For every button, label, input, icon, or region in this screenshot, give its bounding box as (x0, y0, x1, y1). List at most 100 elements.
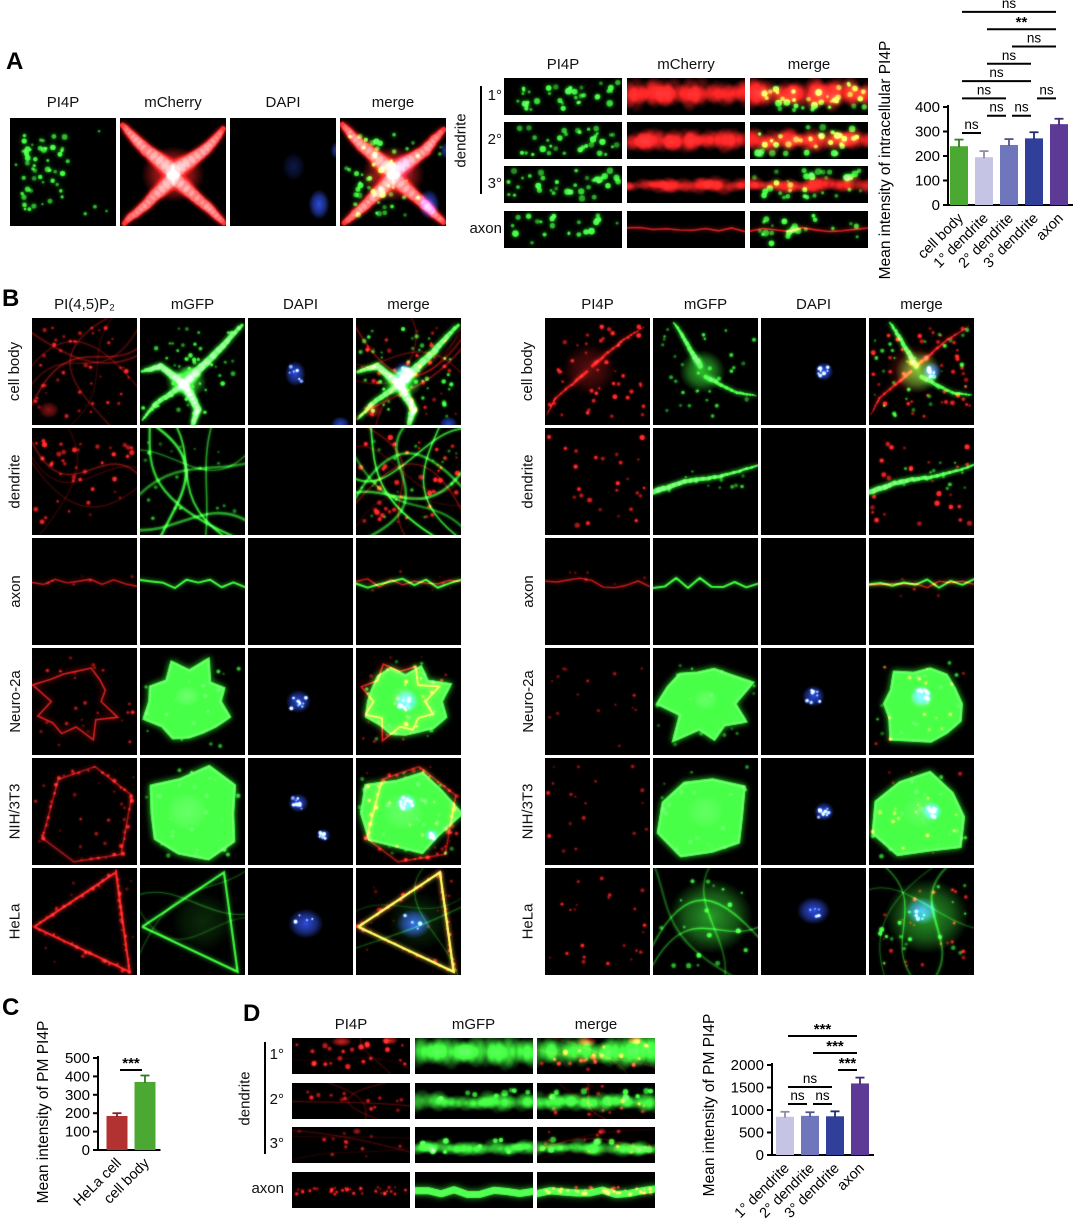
b-right-row-label-neuro-2a: Neuro-2a (519, 670, 537, 733)
a-dendrite-group-label: dendrite (452, 112, 470, 168)
a-strip-row-label-axon: axon (469, 220, 502, 237)
b-left-row-label-dendrite: dendrite (6, 454, 24, 509)
svg-text:**: ** (1016, 14, 1028, 31)
micrograph-a-strip-axon-merge (750, 211, 868, 248)
b-left-row-label-hela: HeLa (6, 903, 24, 940)
panel-c-label: C (2, 994, 20, 1021)
svg-text:ns: ns (1027, 31, 1042, 46)
b-left-header-pi45p2: PI(4,5)P₂ (54, 296, 115, 313)
micrograph-d-strip-1-mgfp (415, 1038, 533, 1074)
micrograph-b-left-hela-mgfp (140, 868, 245, 975)
micrograph-b-left-axon-pi-4-5-p (32, 538, 137, 645)
micrograph-b-right-nih-3t3-merge (869, 758, 974, 865)
micrograph-d-strip-1-merge (537, 1038, 655, 1074)
svg-text:500: 500 (65, 1050, 90, 1067)
micrograph-d-strip-axon-mgfp (415, 1172, 533, 1208)
micrograph-a-cell-dapi (230, 118, 336, 226)
micrograph-b-left-cell-body-pi-4-5-p (32, 318, 137, 425)
b-left-row-label-axon: axon (6, 575, 24, 608)
micrograph-b-right-axon-dapi (761, 538, 866, 645)
micrograph-a-cell-merge (340, 118, 446, 226)
svg-text:200: 200 (65, 1105, 90, 1122)
svg-text:ns: ns (977, 82, 992, 97)
b-left-header-merge: merge (387, 296, 430, 313)
micrograph-b-right-dendrite-pi4p (545, 428, 650, 535)
panel-a-label: A (6, 48, 24, 75)
d-strip-row-label-2: 2° (269, 1091, 284, 1108)
micrograph-b-right-hela-dapi (761, 868, 866, 975)
b-right-row-label-dendrite: dendrite (519, 454, 537, 509)
d-strip-row-label-3: 3° (269, 1135, 284, 1152)
d-dendrite-group-label: dendrite (236, 1070, 254, 1126)
svg-text:400: 400 (915, 99, 940, 116)
bar-chart-pm-pi4p-hela-ylabel: Mean intensity of PM PI4P (35, 1021, 52, 1204)
bar-chart-intracellular-pi4p-ylabel: Mean intensity of intracellular PI4P (877, 41, 894, 280)
micrograph-b-right-hela-mgfp (653, 868, 758, 975)
micrograph-d-strip-3-merge (537, 1127, 655, 1163)
micrograph-d-strip-2-mgfp (415, 1083, 533, 1119)
d-strip-row-label-axon: axon (251, 1180, 284, 1197)
panel-b-label: B (2, 285, 20, 312)
a-strip-header-pi4p: PI4P (546, 56, 580, 73)
micrograph-d-strip-3-pi4p (292, 1127, 410, 1163)
b-right-header-pi4p: PI4P (581, 296, 614, 313)
svg-text:ns: ns (989, 65, 1004, 80)
a-strip-header-merge: merge (787, 56, 831, 73)
micrograph-b-right-dendrite-mgfp (653, 428, 758, 535)
d-strip-row-label-1: 1° (269, 1046, 284, 1063)
micrograph-b-right-neuro-2a-pi4p (545, 648, 650, 755)
micrograph-b-right-nih-3t3-mgfp (653, 758, 758, 865)
micrograph-d-strip-3-mgfp (415, 1127, 533, 1163)
svg-text:axon: axon (834, 1161, 868, 1195)
svg-text:ns: ns (790, 1088, 805, 1103)
micrograph-a-strip-2-pi4p (504, 122, 622, 159)
micrograph-b-left-dendrite-pi-4-5-p (32, 428, 137, 535)
micrograph-d-strip-2-merge (537, 1083, 655, 1119)
svg-text:0: 0 (82, 1142, 90, 1159)
micrograph-b-right-neuro-2a-dapi (761, 648, 866, 755)
micrograph-b-left-nih-3t3-mgfp (140, 758, 245, 865)
micrograph-a-strip-2-merge (750, 122, 868, 159)
micrograph-b-right-nih-3t3-dapi (761, 758, 866, 865)
micrograph-b-left-neuro-2a-dapi (248, 648, 353, 755)
svg-text:ns: ns (1002, 0, 1017, 11)
svg-text:0: 0 (932, 197, 940, 214)
a-dendrite-bracket (480, 86, 482, 194)
svg-text:***: *** (814, 1021, 832, 1038)
b-left-row-label-cell-body: cell body (6, 341, 24, 402)
a-col-header-dapi: DAPI (265, 94, 301, 111)
micrograph-b-right-axon-merge (869, 538, 974, 645)
micrograph-a-strip-3-mcherry (627, 166, 745, 203)
micrograph-b-right-dendrite-dapi (761, 428, 866, 535)
micrograph-a-cell-mcherry (120, 118, 226, 226)
a-col-header-merge: merge (371, 94, 415, 111)
micrograph-b-left-axon-mgfp (140, 538, 245, 645)
micrograph-b-left-hela-pi-4-5-p (32, 868, 137, 975)
micrograph-b-right-dendrite-merge (869, 428, 974, 535)
bar-chart-pm-pi4p-dendrite-ylabel: Mean intensity of PM PI4P (701, 1014, 718, 1197)
d-dendrite-bracket (264, 1042, 266, 1154)
micrograph-b-right-neuro-2a-mgfp (653, 648, 758, 755)
micrograph-b-right-hela-pi4p (545, 868, 650, 975)
micrograph-b-right-cell-body-mgfp (653, 318, 758, 425)
b-left-row-label-neuro-2a: Neuro-2a (6, 670, 24, 733)
svg-text:***: *** (122, 1055, 140, 1072)
b-left-header-dapi: DAPI (282, 296, 318, 313)
micrograph-b-left-neuro-2a-pi-4-5-p (32, 648, 137, 755)
d-strip-header-merge: merge (574, 1016, 618, 1033)
b-right-row-label-nih-3t3: NIH/3T3 (519, 783, 537, 840)
micrograph-b-left-cell-body-mgfp (140, 318, 245, 425)
micrograph-b-left-neuro-2a-mgfp (140, 648, 245, 755)
micrograph-d-strip-1-pi4p (292, 1038, 410, 1074)
micrograph-b-right-hela-merge (869, 868, 974, 975)
svg-text:ns: ns (803, 1071, 818, 1086)
micrograph-b-left-nih-3t3-pi-4-5-p (32, 758, 137, 865)
svg-text:ns: ns (964, 117, 979, 132)
b-right-row-label-cell-body: cell body (519, 341, 537, 402)
svg-text:200: 200 (915, 148, 940, 165)
d-strip-header-mgfp: mGFP (451, 1016, 496, 1033)
svg-text:1500: 1500 (731, 1080, 764, 1097)
a-strip-header-mcherry: mCherry (657, 56, 715, 73)
